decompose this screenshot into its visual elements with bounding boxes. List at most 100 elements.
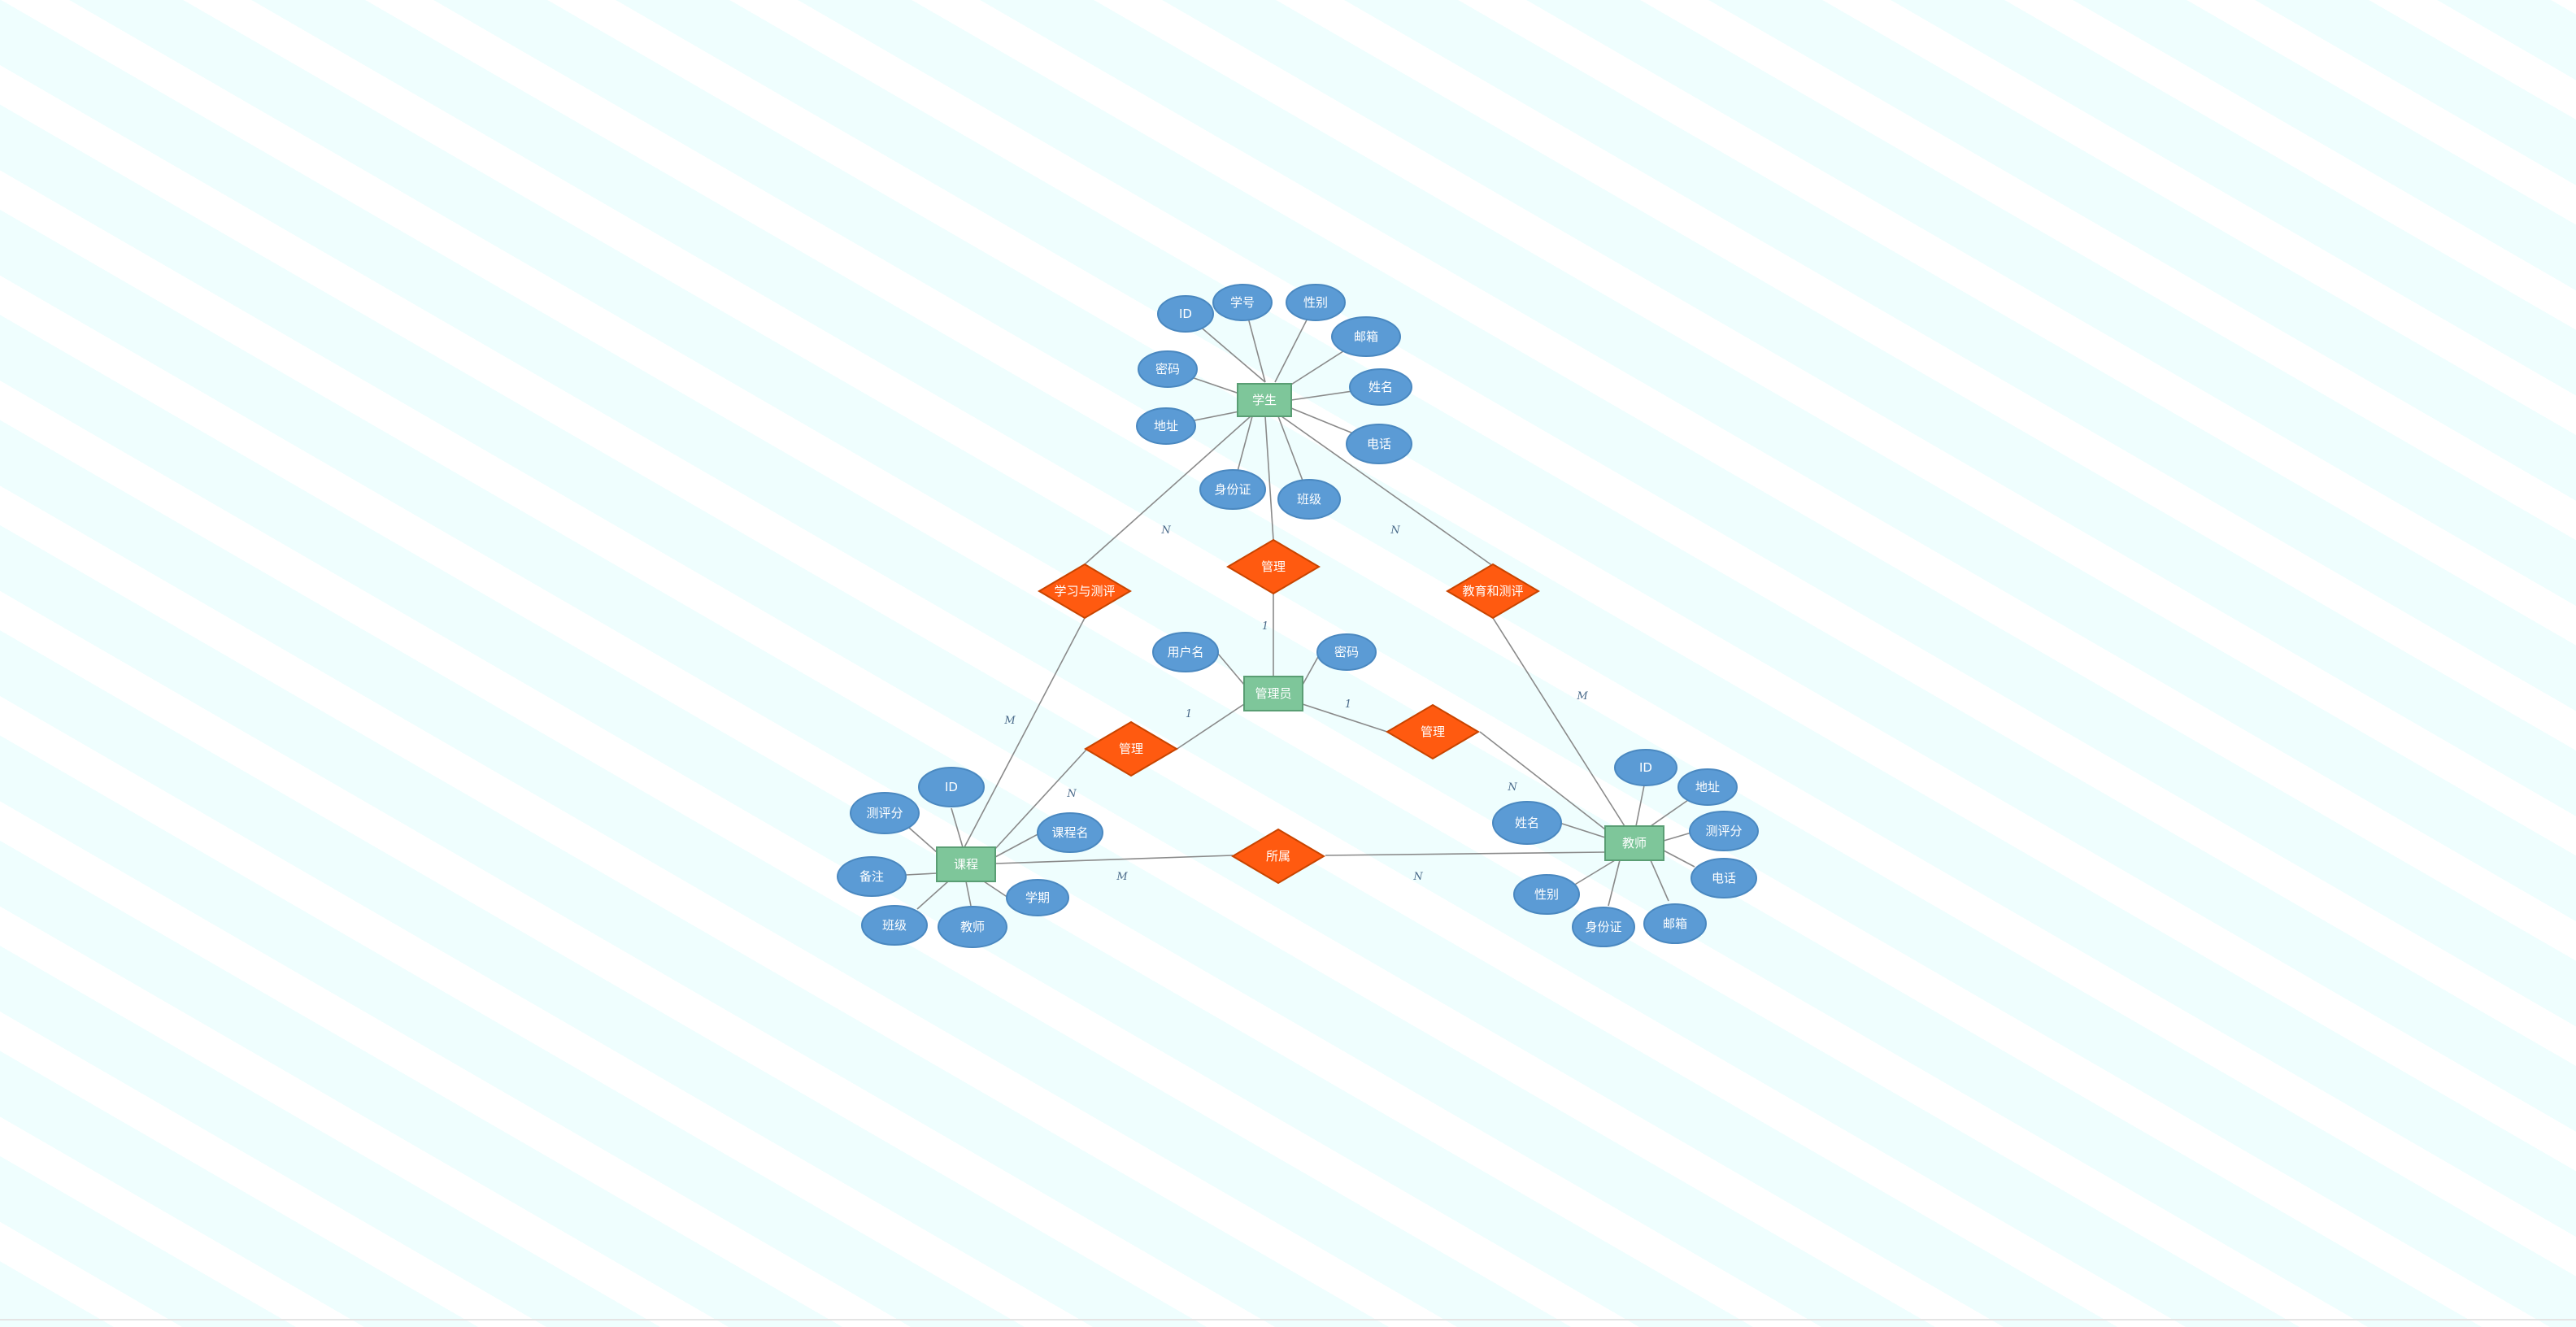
connector-line: [983, 881, 1009, 898]
attribute-student-address[interactable]: 地址: [1136, 407, 1196, 445]
attribute-label: 备注: [859, 869, 884, 884]
connector-line: [965, 881, 972, 907]
attribute-course-term[interactable]: 学期: [1006, 879, 1069, 916]
attribute-label: 姓名: [1368, 380, 1393, 394]
cardinality-label: 1: [1262, 620, 1268, 633]
connector-line: [1479, 731, 1606, 830]
cardinality-label: N: [1412, 871, 1423, 883]
attribute-label: 身份证: [1214, 482, 1251, 497]
attribute-teacher-phone[interactable]: 电话: [1690, 858, 1757, 898]
connector-line: [994, 832, 1042, 858]
attribute-label: 姓名: [1515, 816, 1539, 830]
relationship-label: 所属: [1266, 849, 1290, 864]
entity-label: 教师: [1622, 836, 1647, 851]
course-attributes: ID 测评分 课程名 备注 学期 班级 教师: [837, 767, 1103, 948]
cardinality-label: 1: [1345, 698, 1351, 711]
attribute-course-note[interactable]: 备注: [837, 856, 907, 897]
relationship-manage-course[interactable]: 管理: [1084, 720, 1178, 777]
connector-line: [908, 827, 938, 853]
attribute-admin-password[interactable]: 密码: [1316, 633, 1377, 671]
connectors: [905, 302, 1695, 910]
attribute-student-class[interactable]: 班级: [1277, 479, 1341, 520]
connector-line: [1663, 850, 1695, 868]
attribute-student-password[interactable]: 密码: [1138, 350, 1198, 388]
attribute-course-id[interactable]: ID: [918, 767, 985, 807]
attribute-student-phone[interactable]: 电话: [1346, 424, 1412, 464]
cardinality-label: N: [1066, 788, 1077, 800]
attribute-label: 用户名: [1167, 645, 1203, 659]
attribute-label: 密码: [1334, 645, 1359, 659]
cardinality-label: M: [1003, 715, 1016, 727]
attribute-label: 电话: [1367, 437, 1391, 451]
connector-line: [1650, 799, 1689, 827]
entity-course[interactable]: 课程: [936, 846, 996, 882]
connector-line: [1264, 416, 1274, 541]
attribute-course-rating[interactable]: 测评分: [850, 792, 920, 834]
relationship-label: 教育和测评: [1462, 584, 1523, 598]
relationship-label: 管理: [1421, 724, 1445, 739]
connector-line: [1650, 859, 1669, 902]
attribute-course-teacher[interactable]: 教师: [938, 906, 1007, 948]
connector-line: [1175, 703, 1245, 751]
attribute-label: 性别: [1303, 295, 1328, 310]
relationship-label: 管理: [1119, 742, 1143, 756]
attribute-label: 身份证: [1585, 920, 1621, 934]
entity-label: 课程: [954, 857, 978, 872]
attribute-label: ID: [945, 780, 958, 794]
attribute-student-id[interactable]: ID: [1157, 295, 1214, 333]
attribute-student-email[interactable]: 邮箱: [1331, 316, 1401, 357]
entity-teacher[interactable]: 教师: [1604, 825, 1664, 861]
admin-attributes: 用户名 密码: [1152, 632, 1377, 672]
attribute-teacher-idcard[interactable]: 身份证: [1572, 907, 1635, 947]
relationship-teach[interactable]: 教育和测评: [1446, 563, 1540, 620]
student-attributes: ID 学号 性别 邮箱 姓名 电话 班级 身份证 地址 密码: [1136, 284, 1412, 520]
attribute-student-gender[interactable]: 性别: [1286, 284, 1346, 321]
connector-line: [1302, 703, 1388, 733]
attribute-teacher-rating[interactable]: 测评分: [1689, 811, 1759, 851]
attribute-teacher-gender[interactable]: 性别: [1513, 874, 1580, 915]
cardinality-label: M: [1576, 690, 1588, 703]
attribute-student-number[interactable]: 学号: [1212, 284, 1273, 321]
connector-line: [1663, 832, 1692, 842]
attribute-student-name[interactable]: 姓名: [1349, 368, 1412, 406]
cardinality-label: 1: [1186, 708, 1192, 720]
attribute-label: 邮箱: [1354, 329, 1378, 344]
cardinality-label: M: [1116, 871, 1128, 883]
connector-line: [951, 807, 964, 848]
connector-line: [905, 872, 938, 876]
cardinality-label: N: [1390, 524, 1400, 537]
connector-line: [1281, 416, 1494, 567]
relationships: 学习与测评 管理 教育和测评 管理 管理 所属: [1038, 538, 1540, 885]
attribute-label: ID: [1639, 760, 1652, 775]
connector-line: [1325, 851, 1606, 856]
attribute-course-class[interactable]: 班级: [861, 905, 928, 946]
attribute-teacher-name[interactable]: 姓名: [1492, 801, 1562, 845]
teacher-attributes: ID 地址 姓名 测评分 电话 性别 身份证 邮箱: [1492, 749, 1759, 947]
attribute-teacher-id[interactable]: ID: [1614, 749, 1677, 786]
cardinality-label: N: [1507, 781, 1517, 794]
attribute-student-idcard[interactable]: 身份证: [1199, 469, 1266, 510]
relationship-belong[interactable]: 所属: [1231, 828, 1325, 885]
canvas-bottom-border: [0, 1319, 2576, 1320]
connector-line: [993, 749, 1087, 851]
connector-line: [964, 617, 1086, 848]
connector-line: [1492, 617, 1625, 827]
attribute-label: 地址: [1695, 780, 1720, 794]
attribute-admin-username[interactable]: 用户名: [1152, 632, 1219, 672]
attribute-label: ID: [1179, 307, 1192, 321]
attribute-label: 学号: [1230, 295, 1255, 310]
connector-line: [1084, 416, 1251, 565]
attribute-course-name[interactable]: 课程名: [1037, 812, 1103, 853]
entity-admin[interactable]: 管理员: [1243, 676, 1303, 711]
connector-line: [1559, 822, 1606, 838]
attribute-label: 性别: [1534, 887, 1559, 902]
relationship-manage-student[interactable]: 管理: [1226, 538, 1321, 595]
entity-student[interactable]: 学生: [1237, 383, 1292, 417]
relationship-study[interactable]: 学习与测评: [1038, 563, 1132, 620]
cardinality-label: N: [1160, 524, 1171, 537]
attribute-teacher-address[interactable]: 地址: [1677, 768, 1738, 806]
connector-line: [1635, 785, 1645, 827]
relationship-manage-teacher[interactable]: 管理: [1386, 703, 1480, 760]
attribute-teacher-email[interactable]: 邮箱: [1643, 903, 1707, 944]
